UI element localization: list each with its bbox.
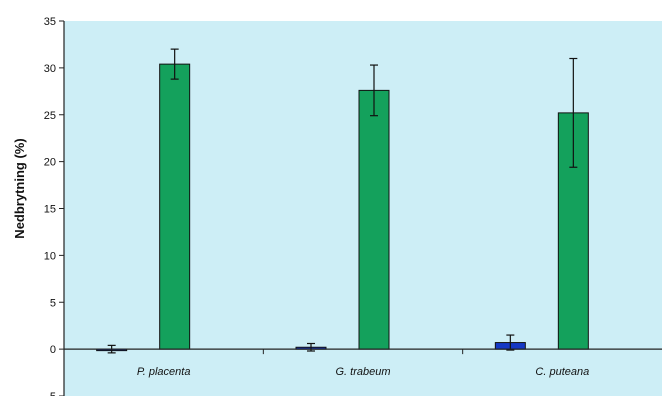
y-tick-label: 35 xyxy=(44,16,56,28)
y-tick-label: 5 xyxy=(50,297,56,309)
error-bars-layer xyxy=(107,48,578,354)
bar xyxy=(159,63,191,350)
y-tick-label: 0 xyxy=(50,344,56,356)
bars-layer xyxy=(96,63,589,352)
x-tick-label: G. trabeum xyxy=(335,366,390,378)
y-ticks: -5 0 5 10 15 20 25 30 35 xyxy=(44,16,64,401)
y-tick-label: 30 xyxy=(44,63,56,75)
y-tick-label: 15 xyxy=(44,204,56,216)
y-tick-label: 10 xyxy=(44,250,56,262)
x-tick-label: C. puteana xyxy=(535,366,589,378)
y-tick-label: 20 xyxy=(44,157,56,169)
y-axis-label: Nedbrytning (%) xyxy=(12,138,27,238)
y-tick-label: 25 xyxy=(44,110,56,122)
y-tick-label: -5 xyxy=(46,391,56,396)
x-tick-label: P. placenta xyxy=(137,366,191,378)
x-ticks: P. placenta G. trabeum C. puteana xyxy=(137,349,589,378)
bar xyxy=(358,89,390,350)
